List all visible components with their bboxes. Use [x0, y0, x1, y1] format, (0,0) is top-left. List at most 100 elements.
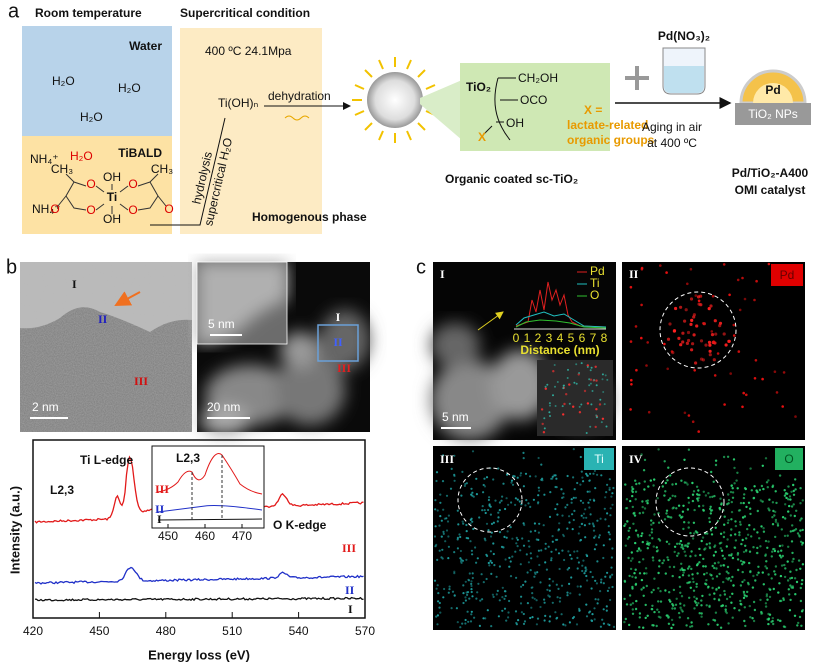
map-dot [537, 486, 540, 489]
map-dot [753, 528, 756, 531]
map-dot [461, 470, 464, 473]
map-dot [436, 614, 439, 617]
map-dot [459, 560, 463, 563]
map-dot [697, 302, 701, 306]
x-tick-label: 480 [156, 624, 176, 638]
particle-label: TiO₂ NPs [748, 107, 798, 121]
map-dot [433, 535, 437, 538]
map-dot [690, 348, 694, 352]
map-dot [609, 507, 612, 510]
map-dot [594, 487, 597, 490]
map-dot [674, 603, 678, 606]
map-dot [708, 593, 711, 596]
map-dot [623, 620, 626, 624]
map-dot [648, 534, 651, 537]
map-dot [531, 596, 534, 599]
pd-core [753, 83, 793, 103]
map-dot [563, 402, 566, 406]
surface-atom: X [478, 130, 486, 144]
map-dot [501, 495, 504, 498]
map-dot [611, 503, 614, 506]
map-dot [537, 456, 540, 460]
map-dot [726, 565, 730, 569]
map-dot [797, 621, 800, 625]
map-dot [512, 474, 515, 478]
map-dot [599, 590, 602, 593]
map-dot [743, 515, 747, 518]
map-dot [713, 494, 716, 498]
x-tick-label: 4 [557, 331, 564, 345]
map-dot [694, 361, 698, 365]
map-dot [578, 593, 581, 596]
map-dot [516, 476, 519, 479]
tibald-box [22, 136, 172, 234]
map-dot [448, 585, 451, 588]
map-dot [756, 531, 759, 534]
map-dot [768, 595, 772, 599]
trace-label: II [345, 583, 355, 597]
map-dot [579, 483, 582, 486]
map-dot [623, 580, 627, 583]
map-dot [700, 604, 703, 607]
map-dot [737, 568, 740, 572]
map-dot [483, 477, 486, 480]
map-dot [471, 595, 474, 598]
map-dot [556, 513, 559, 516]
map-dot [687, 581, 691, 584]
map-dot [538, 489, 541, 492]
region-box [317, 324, 359, 362]
map-dot [730, 528, 733, 531]
map-dot [651, 604, 654, 607]
map-dot [608, 488, 611, 491]
map-dot [516, 498, 519, 501]
map-dot [783, 534, 787, 538]
map-dot [496, 520, 499, 523]
map-dot [709, 573, 712, 576]
map-dot [799, 599, 803, 603]
map-dot [704, 547, 707, 550]
map-dot [543, 417, 546, 420]
map-dot [783, 575, 787, 579]
map-dot [655, 546, 658, 549]
map-dot [690, 318, 694, 322]
map-dot [461, 520, 464, 523]
map-dot [510, 501, 513, 504]
map-dot [693, 508, 696, 512]
map-dot [598, 403, 602, 406]
map-dot [775, 501, 778, 505]
map-dot [714, 463, 718, 467]
x-tick-label: 570 [355, 624, 375, 638]
map-dot [588, 378, 591, 381]
map-dot [713, 562, 717, 565]
map-dot [629, 340, 633, 343]
map-dot [698, 612, 701, 615]
map-dot [680, 562, 683, 565]
map-dot [672, 623, 675, 626]
map-dot [793, 614, 797, 617]
map-dot [515, 542, 518, 545]
map-dot [643, 507, 647, 510]
map-dot [742, 550, 746, 554]
surface-atom: OH [506, 116, 524, 130]
map-dot [635, 482, 638, 486]
map-dot [647, 410, 651, 414]
map-dot [739, 501, 743, 505]
map-dot [686, 567, 690, 570]
map-dot [602, 582, 605, 585]
map-dot [792, 483, 795, 487]
map-dot [549, 404, 551, 407]
map-dot [782, 625, 786, 628]
map-dot [673, 545, 677, 548]
map-dot [611, 585, 614, 589]
map-dot [718, 321, 723, 325]
map-dot [672, 565, 676, 569]
map-dot [774, 518, 778, 522]
map-dot [543, 493, 546, 496]
map-dot [555, 486, 558, 489]
map-dot [453, 551, 456, 554]
element-label: O [784, 452, 793, 466]
map-dot [540, 408, 544, 411]
map-dot [681, 515, 684, 518]
map-dot [653, 577, 656, 580]
map-dot [772, 509, 775, 513]
